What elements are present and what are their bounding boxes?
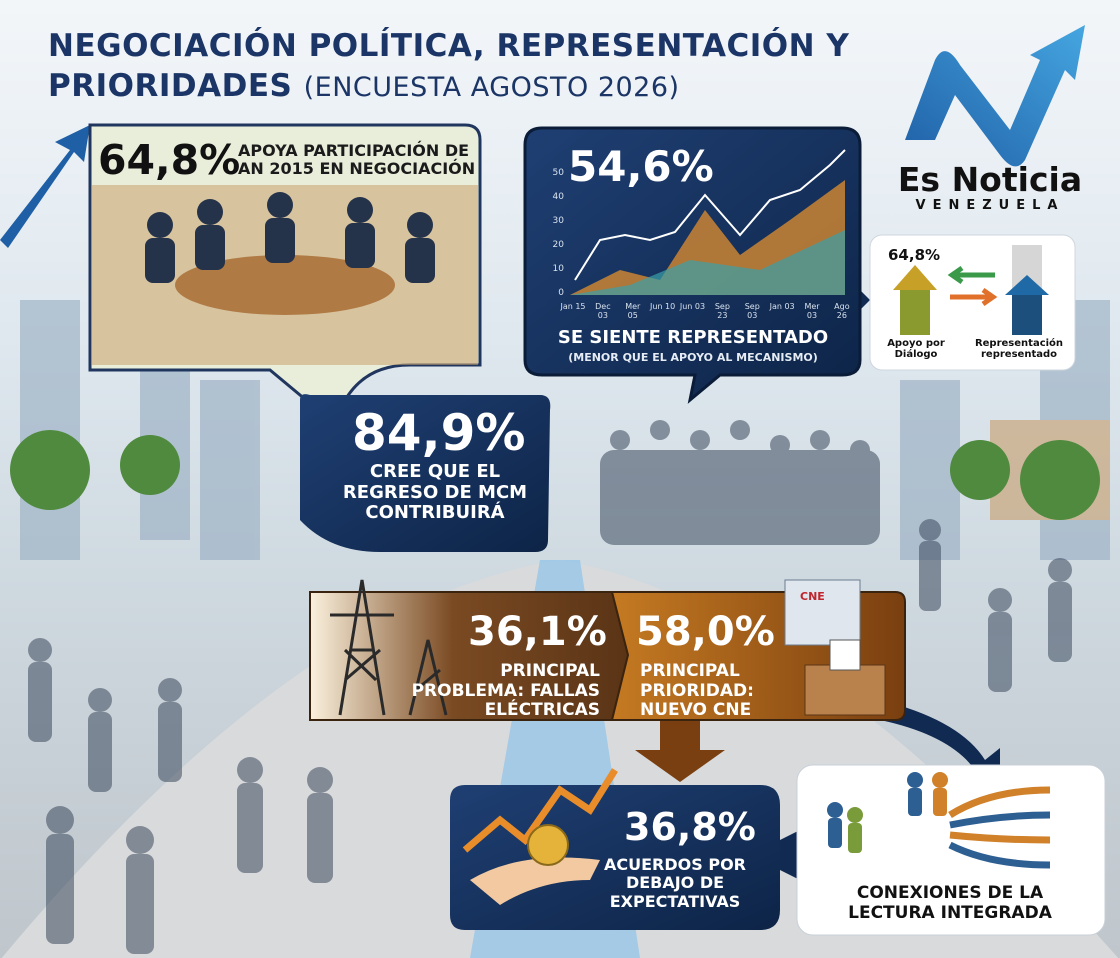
chart-x-label: Dec 03 xyxy=(595,302,611,320)
chart-y-tick: 30 xyxy=(552,216,564,226)
arrow xyxy=(635,720,725,782)
chart-x-label: Ago 26 xyxy=(834,302,850,320)
comparison-label: Representación representado xyxy=(974,338,1064,360)
chart-x-label: Mer 05 xyxy=(625,302,641,320)
chart-y-tick: 10 xyxy=(552,264,564,274)
chart-y-tick: 50 xyxy=(552,168,564,178)
logo-name: Es Noticia xyxy=(897,160,1083,199)
chart-x-label: Sep 23 xyxy=(714,302,730,320)
chart-x-label: Jun 10 xyxy=(650,302,676,311)
connection-arrows xyxy=(948,786,1051,869)
chart-illustration xyxy=(574,149,846,281)
sign-text: CNE xyxy=(800,590,825,603)
chart-y-tick: 40 xyxy=(552,192,564,202)
chart-y-ticks: 0 10 20 30 40 50 xyxy=(540,168,564,298)
comparison-arrow xyxy=(950,287,998,307)
note: (MENOR QUE EL APOYO AL MECANISMO) xyxy=(568,351,818,364)
arrow xyxy=(0,125,90,248)
stat: 84,9% xyxy=(352,404,526,462)
title: NEGOCIACIÓN POLÍTICA, REPRESENTACIÓN Y P… xyxy=(48,28,850,104)
stat: 36,8% xyxy=(624,805,756,849)
arrow xyxy=(860,290,870,310)
logo-mark xyxy=(905,25,1085,167)
comparison-stat: 64,8% xyxy=(888,246,941,264)
subtitle: (ENCUESTA AGOSTO 2026) xyxy=(303,72,680,103)
trees xyxy=(10,430,1100,520)
stat: 54,6% xyxy=(568,142,714,191)
panel-bg xyxy=(796,764,1106,936)
comparison-bar xyxy=(900,285,930,335)
cne-building xyxy=(784,579,861,646)
caption: APOYA PARTICIPACIÓN DE AN 2015 EN NEGOCI… xyxy=(238,141,476,179)
ballot xyxy=(829,639,861,671)
logo-country: VENEZUELA xyxy=(915,198,1065,213)
delegates xyxy=(145,192,435,283)
arrow xyxy=(780,830,800,880)
comparison-label: Apoyo por Diálogo xyxy=(887,338,945,360)
chart-x-label: Sep 03 xyxy=(744,302,760,320)
growth-arrow xyxy=(462,768,618,853)
stat: 58,0% xyxy=(636,609,775,655)
arrow xyxy=(880,700,1000,790)
power-tower xyxy=(330,579,448,716)
caption: PRINCIPAL PROBLEMA: FALLAS ELÉCTRICAS xyxy=(411,661,600,721)
caption: CONEXIONES DE LA LECTURA INTEGRADA xyxy=(848,883,1052,923)
comparison-arrow xyxy=(947,265,995,285)
stat: 64,8% xyxy=(98,136,241,184)
caption: SE SIENTE REPRESENTADO xyxy=(557,327,829,348)
panel-bg xyxy=(300,394,551,552)
caption: ACUERDOS POR DEBAJO DE EXPECTATIVAS xyxy=(604,855,746,911)
comparison-arrow xyxy=(1005,275,1049,295)
chart-x-label: Jun 03 xyxy=(679,302,706,311)
connection-people xyxy=(827,772,948,853)
comparison-arrow xyxy=(893,265,937,290)
table xyxy=(175,255,395,315)
coin xyxy=(527,824,569,866)
chart-x-label: Mer 03 xyxy=(804,302,820,320)
chart-y-tick: 20 xyxy=(552,240,564,250)
panel-bg xyxy=(450,785,780,930)
stat: 36,1% xyxy=(468,609,607,655)
chart-y-tick: 0 xyxy=(558,288,564,298)
caption: PRINCIPAL PRIORIDAD: NUEVO CNE xyxy=(640,661,754,721)
chart-x-labels: Jan 15 Dec 03 Mer 05 Jun 10 Jun 03 Sep 23 Sep … xyxy=(560,302,855,320)
ballot-box xyxy=(804,664,886,716)
crowd xyxy=(28,420,1072,954)
hand xyxy=(470,857,600,905)
title-block: NEGOCIACIÓN POLÍTICA, REPRESENTACIÓN Y P… xyxy=(48,26,888,108)
comparison-bar xyxy=(1012,290,1042,335)
chart-x-label: Jan 03 xyxy=(769,302,795,311)
caption: CREE QUE EL REGRESO DE MCM CONTRIBUIRÁ xyxy=(342,461,528,524)
chart-x-label: Jan 15 xyxy=(560,302,586,311)
chart-illustration xyxy=(570,230,845,295)
